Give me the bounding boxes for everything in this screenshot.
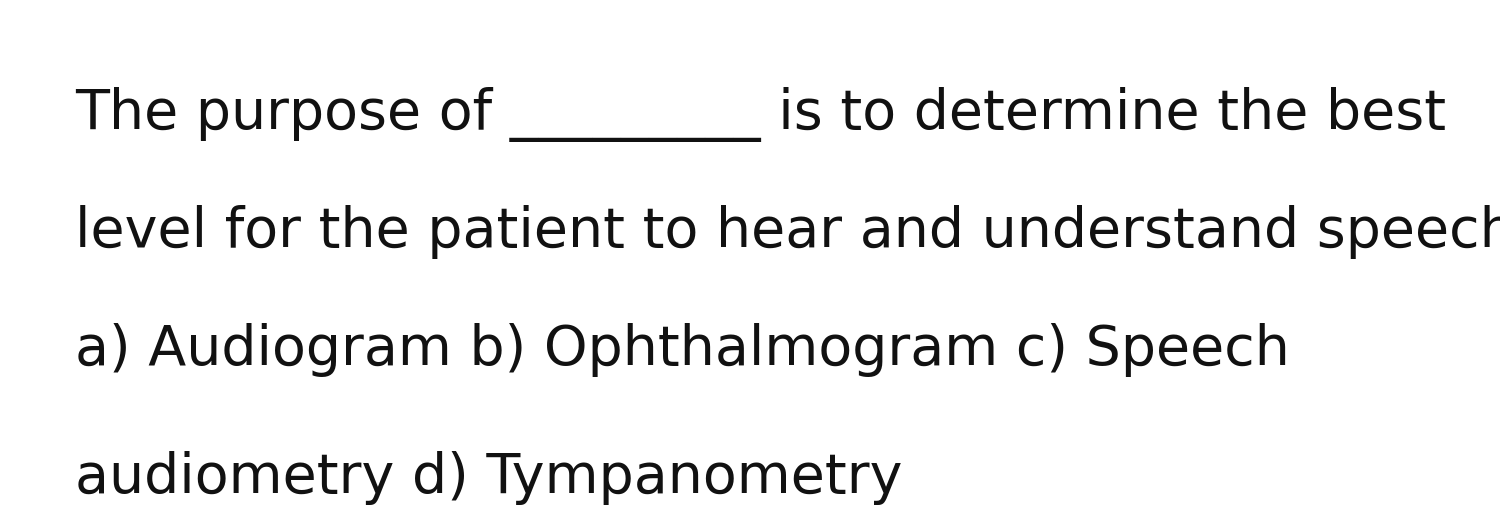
Text: The purpose of _________ is to determine the best: The purpose of _________ is to determine… (75, 87, 1446, 142)
Text: level for the patient to hear and understand speech.: level for the patient to hear and unders… (75, 205, 1500, 259)
Text: audiometry d) Tympanometry: audiometry d) Tympanometry (75, 451, 903, 504)
Text: a) Audiogram b) Ophthalmogram c) Speech: a) Audiogram b) Ophthalmogram c) Speech (75, 323, 1290, 376)
